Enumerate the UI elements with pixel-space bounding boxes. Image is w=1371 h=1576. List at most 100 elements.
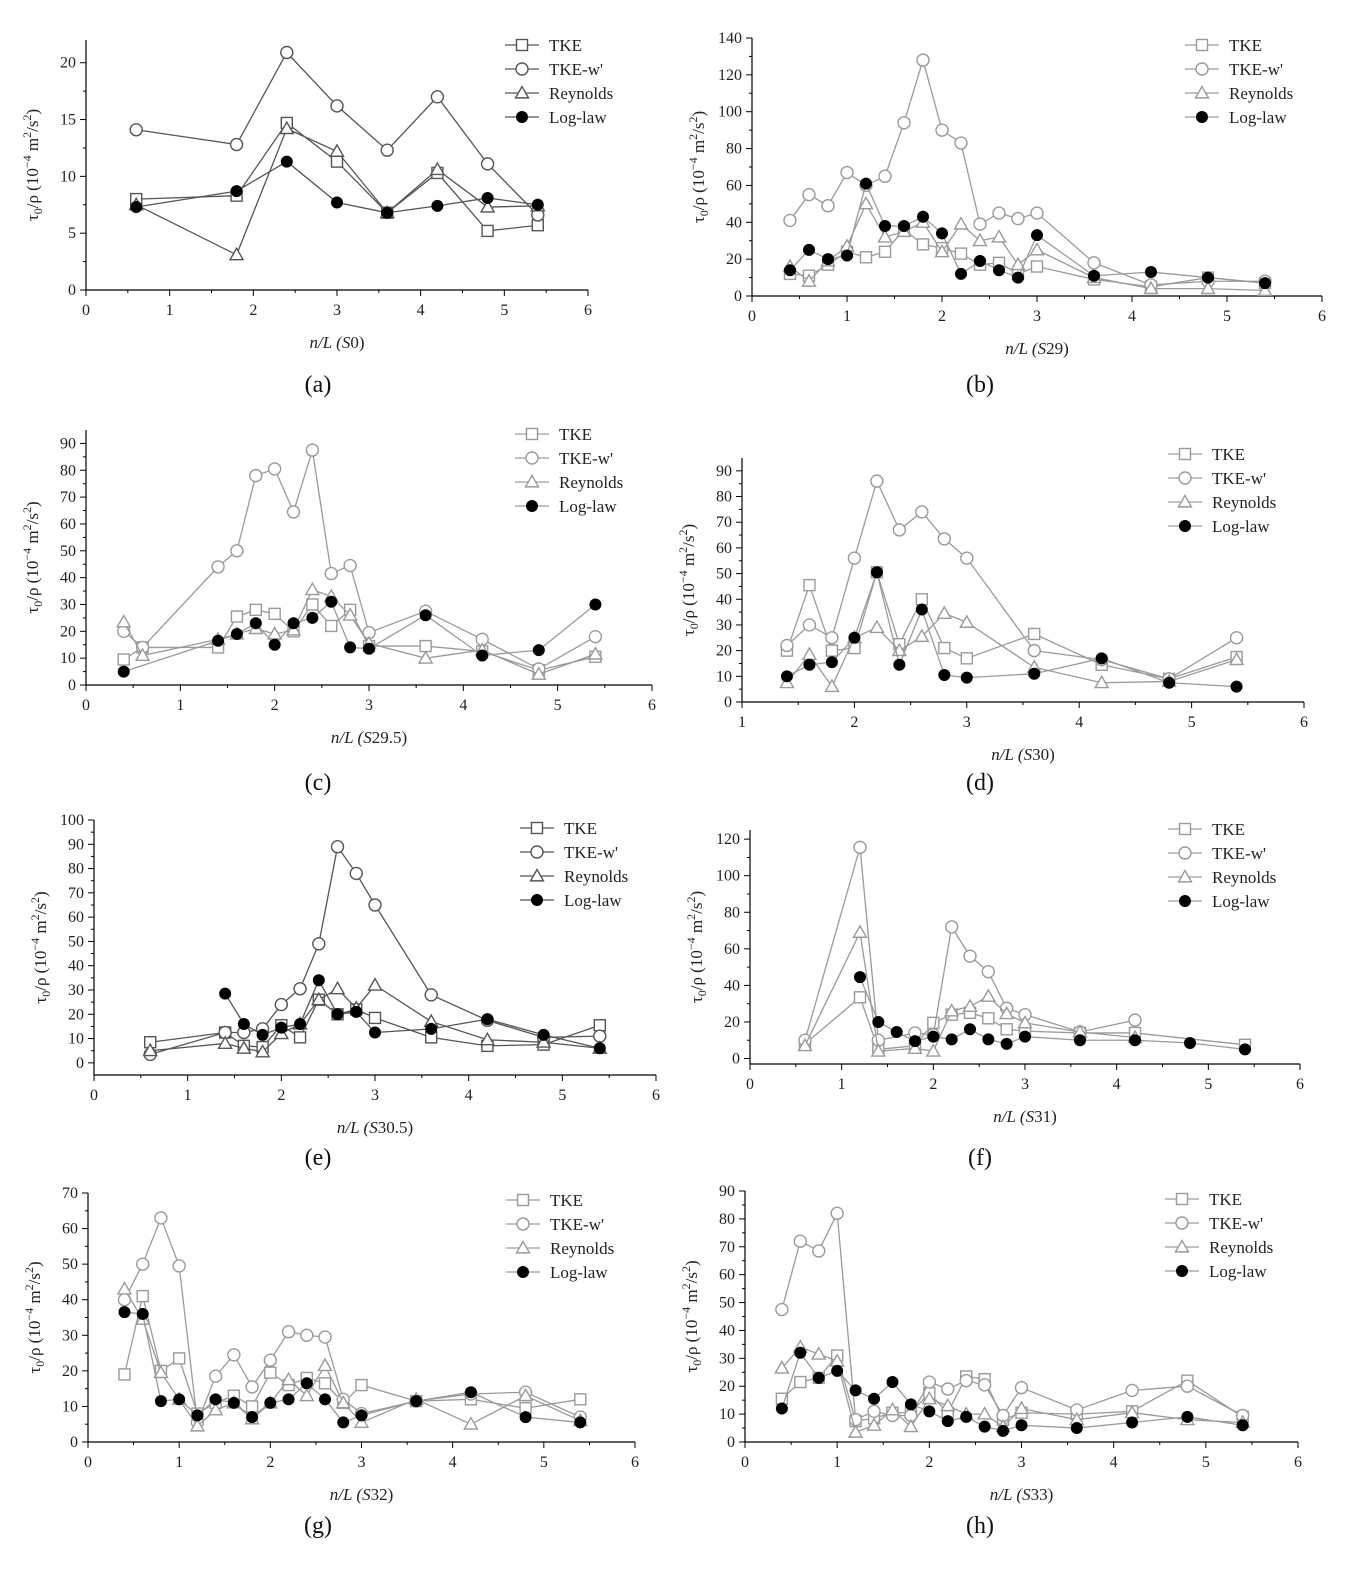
- data-point: [330, 840, 345, 854]
- data-point: [130, 201, 143, 214]
- data-point: [317, 1357, 333, 1372]
- data-point: [978, 1420, 991, 1433]
- data-point: [868, 1392, 881, 1405]
- series-square: [775, 1349, 1249, 1428]
- y-tick-label: 10: [60, 168, 76, 185]
- series-line: [123, 603, 596, 671]
- data-point: [331, 1008, 344, 1021]
- data-point: [780, 670, 793, 683]
- y-tick-label: 10: [62, 1398, 78, 1415]
- legend-label: Reynolds: [1212, 868, 1276, 887]
- data-point: [172, 1352, 186, 1365]
- data-point: [997, 1424, 1010, 1437]
- legend-label: Log-law: [1212, 517, 1270, 536]
- x-tick-label: 0: [748, 308, 756, 325]
- legend-label: TKE: [1212, 820, 1245, 839]
- y-tick-label: 40: [726, 214, 742, 231]
- y-tick-label: 0: [68, 282, 76, 299]
- data-point: [1180, 1379, 1195, 1393]
- legend-marker: [1178, 447, 1192, 461]
- data-point: [481, 224, 494, 238]
- data-point: [230, 544, 244, 558]
- data-point: [1181, 1410, 1194, 1423]
- data-point: [419, 609, 432, 622]
- x-tick-label: 2: [249, 302, 257, 319]
- data-point: [775, 1302, 789, 1317]
- data-point: [784, 264, 796, 277]
- legend-label: TKE: [564, 819, 597, 838]
- data-point: [909, 1035, 921, 1048]
- legend-label: TKE: [1212, 445, 1245, 464]
- data-point: [280, 45, 294, 60]
- series-line: [786, 569, 1237, 688]
- legend-label: TKE-w': [1212, 844, 1266, 863]
- data-point: [219, 987, 232, 1000]
- legend-marker: [1195, 38, 1209, 52]
- y-axis-label: τ0/ρ (10−4 m2/s2): [20, 109, 45, 221]
- data-point: [279, 120, 295, 135]
- data-point: [972, 232, 988, 247]
- data-point: [1202, 271, 1214, 284]
- data-point: [925, 1043, 942, 1057]
- legend-label: Log-law: [549, 108, 607, 127]
- legend-marker: [516, 1193, 530, 1207]
- x-tick-label: 4: [465, 1087, 473, 1104]
- data-point: [353, 1414, 370, 1429]
- panel-label: (a): [305, 372, 332, 398]
- legend-marker: [1179, 895, 1191, 907]
- data-point: [300, 1328, 314, 1342]
- data-point: [960, 671, 973, 684]
- y-tick-label: 80: [726, 141, 742, 158]
- y-tick-label: 30: [716, 617, 732, 634]
- y-tick-label: 100: [718, 104, 742, 121]
- x-tick-label: 2: [929, 1076, 937, 1093]
- data-point: [331, 196, 343, 209]
- x-tick-label: 2: [277, 1087, 285, 1104]
- data-point: [870, 1043, 887, 1057]
- data-point: [1228, 651, 1245, 666]
- data-point: [841, 249, 853, 262]
- data-point: [305, 443, 320, 457]
- legend-label: Log-law: [1229, 108, 1287, 127]
- y-axis-label: τ0/ρ (10−4 m2/s2): [684, 891, 709, 1003]
- data-point: [938, 669, 951, 682]
- data-point: [803, 658, 816, 671]
- data-point: [1000, 1037, 1013, 1050]
- data-point: [1236, 1419, 1249, 1432]
- data-point: [824, 678, 840, 693]
- series-triangle: [797, 924, 1143, 1057]
- legend-marker: [1178, 846, 1192, 860]
- legend-marker: [525, 427, 539, 441]
- legend: TKE TKE-w' Reynolds Log-law: [1168, 445, 1276, 536]
- data-point: [780, 638, 794, 653]
- x-tick-label: 6: [1300, 714, 1308, 731]
- y-tick-label: 50: [68, 933, 84, 950]
- legend-label: TKE-w': [550, 1215, 604, 1234]
- data-point: [306, 611, 319, 624]
- legend: TKE TKE-w' Reynolds Log-law: [515, 425, 623, 516]
- data-point: [801, 646, 818, 661]
- series-circle: [117, 1211, 587, 1430]
- x-tick-label: 1: [838, 1076, 846, 1093]
- series-dot: [219, 974, 606, 1055]
- data-point: [974, 254, 986, 267]
- data-point: [870, 566, 883, 579]
- data-point: [866, 1417, 882, 1431]
- data-point: [821, 198, 835, 213]
- panel-label: (d): [966, 770, 994, 796]
- data-point: [380, 143, 394, 157]
- y-axis-label: τ0/ρ (10−4 m2/s2): [679, 1260, 704, 1372]
- panel-label: (h): [966, 1513, 994, 1539]
- data-point: [1027, 643, 1041, 658]
- x-tick-label: 1: [175, 1454, 183, 1471]
- legend-label: Log-law: [550, 1263, 608, 1282]
- x-tick-label: 2: [925, 1454, 933, 1471]
- data-point: [268, 638, 281, 651]
- data-point: [294, 1018, 307, 1030]
- data-point: [812, 1244, 826, 1258]
- data-point: [136, 1307, 149, 1320]
- x-tick-label: 0: [746, 1076, 754, 1093]
- data-point: [922, 1375, 937, 1389]
- data-point: [794, 1346, 807, 1359]
